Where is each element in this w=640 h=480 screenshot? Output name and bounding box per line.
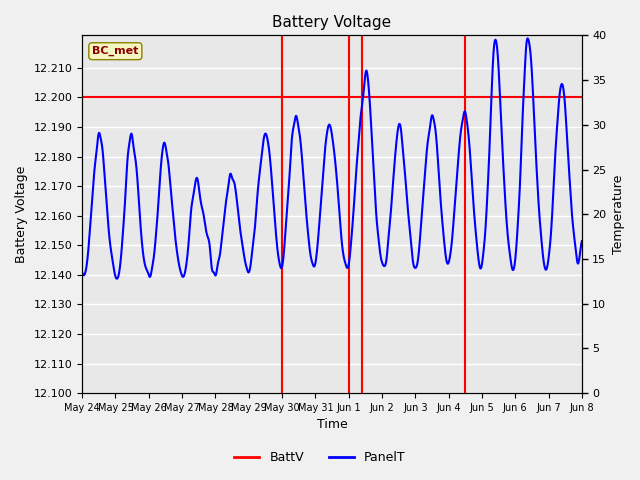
Legend: BattV, PanelT: BattV, PanelT	[229, 446, 411, 469]
Text: BC_met: BC_met	[92, 46, 138, 56]
Title: Battery Voltage: Battery Voltage	[273, 15, 392, 30]
Y-axis label: Temperature: Temperature	[612, 175, 625, 254]
Y-axis label: Battery Voltage: Battery Voltage	[15, 166, 28, 263]
X-axis label: Time: Time	[317, 419, 348, 432]
